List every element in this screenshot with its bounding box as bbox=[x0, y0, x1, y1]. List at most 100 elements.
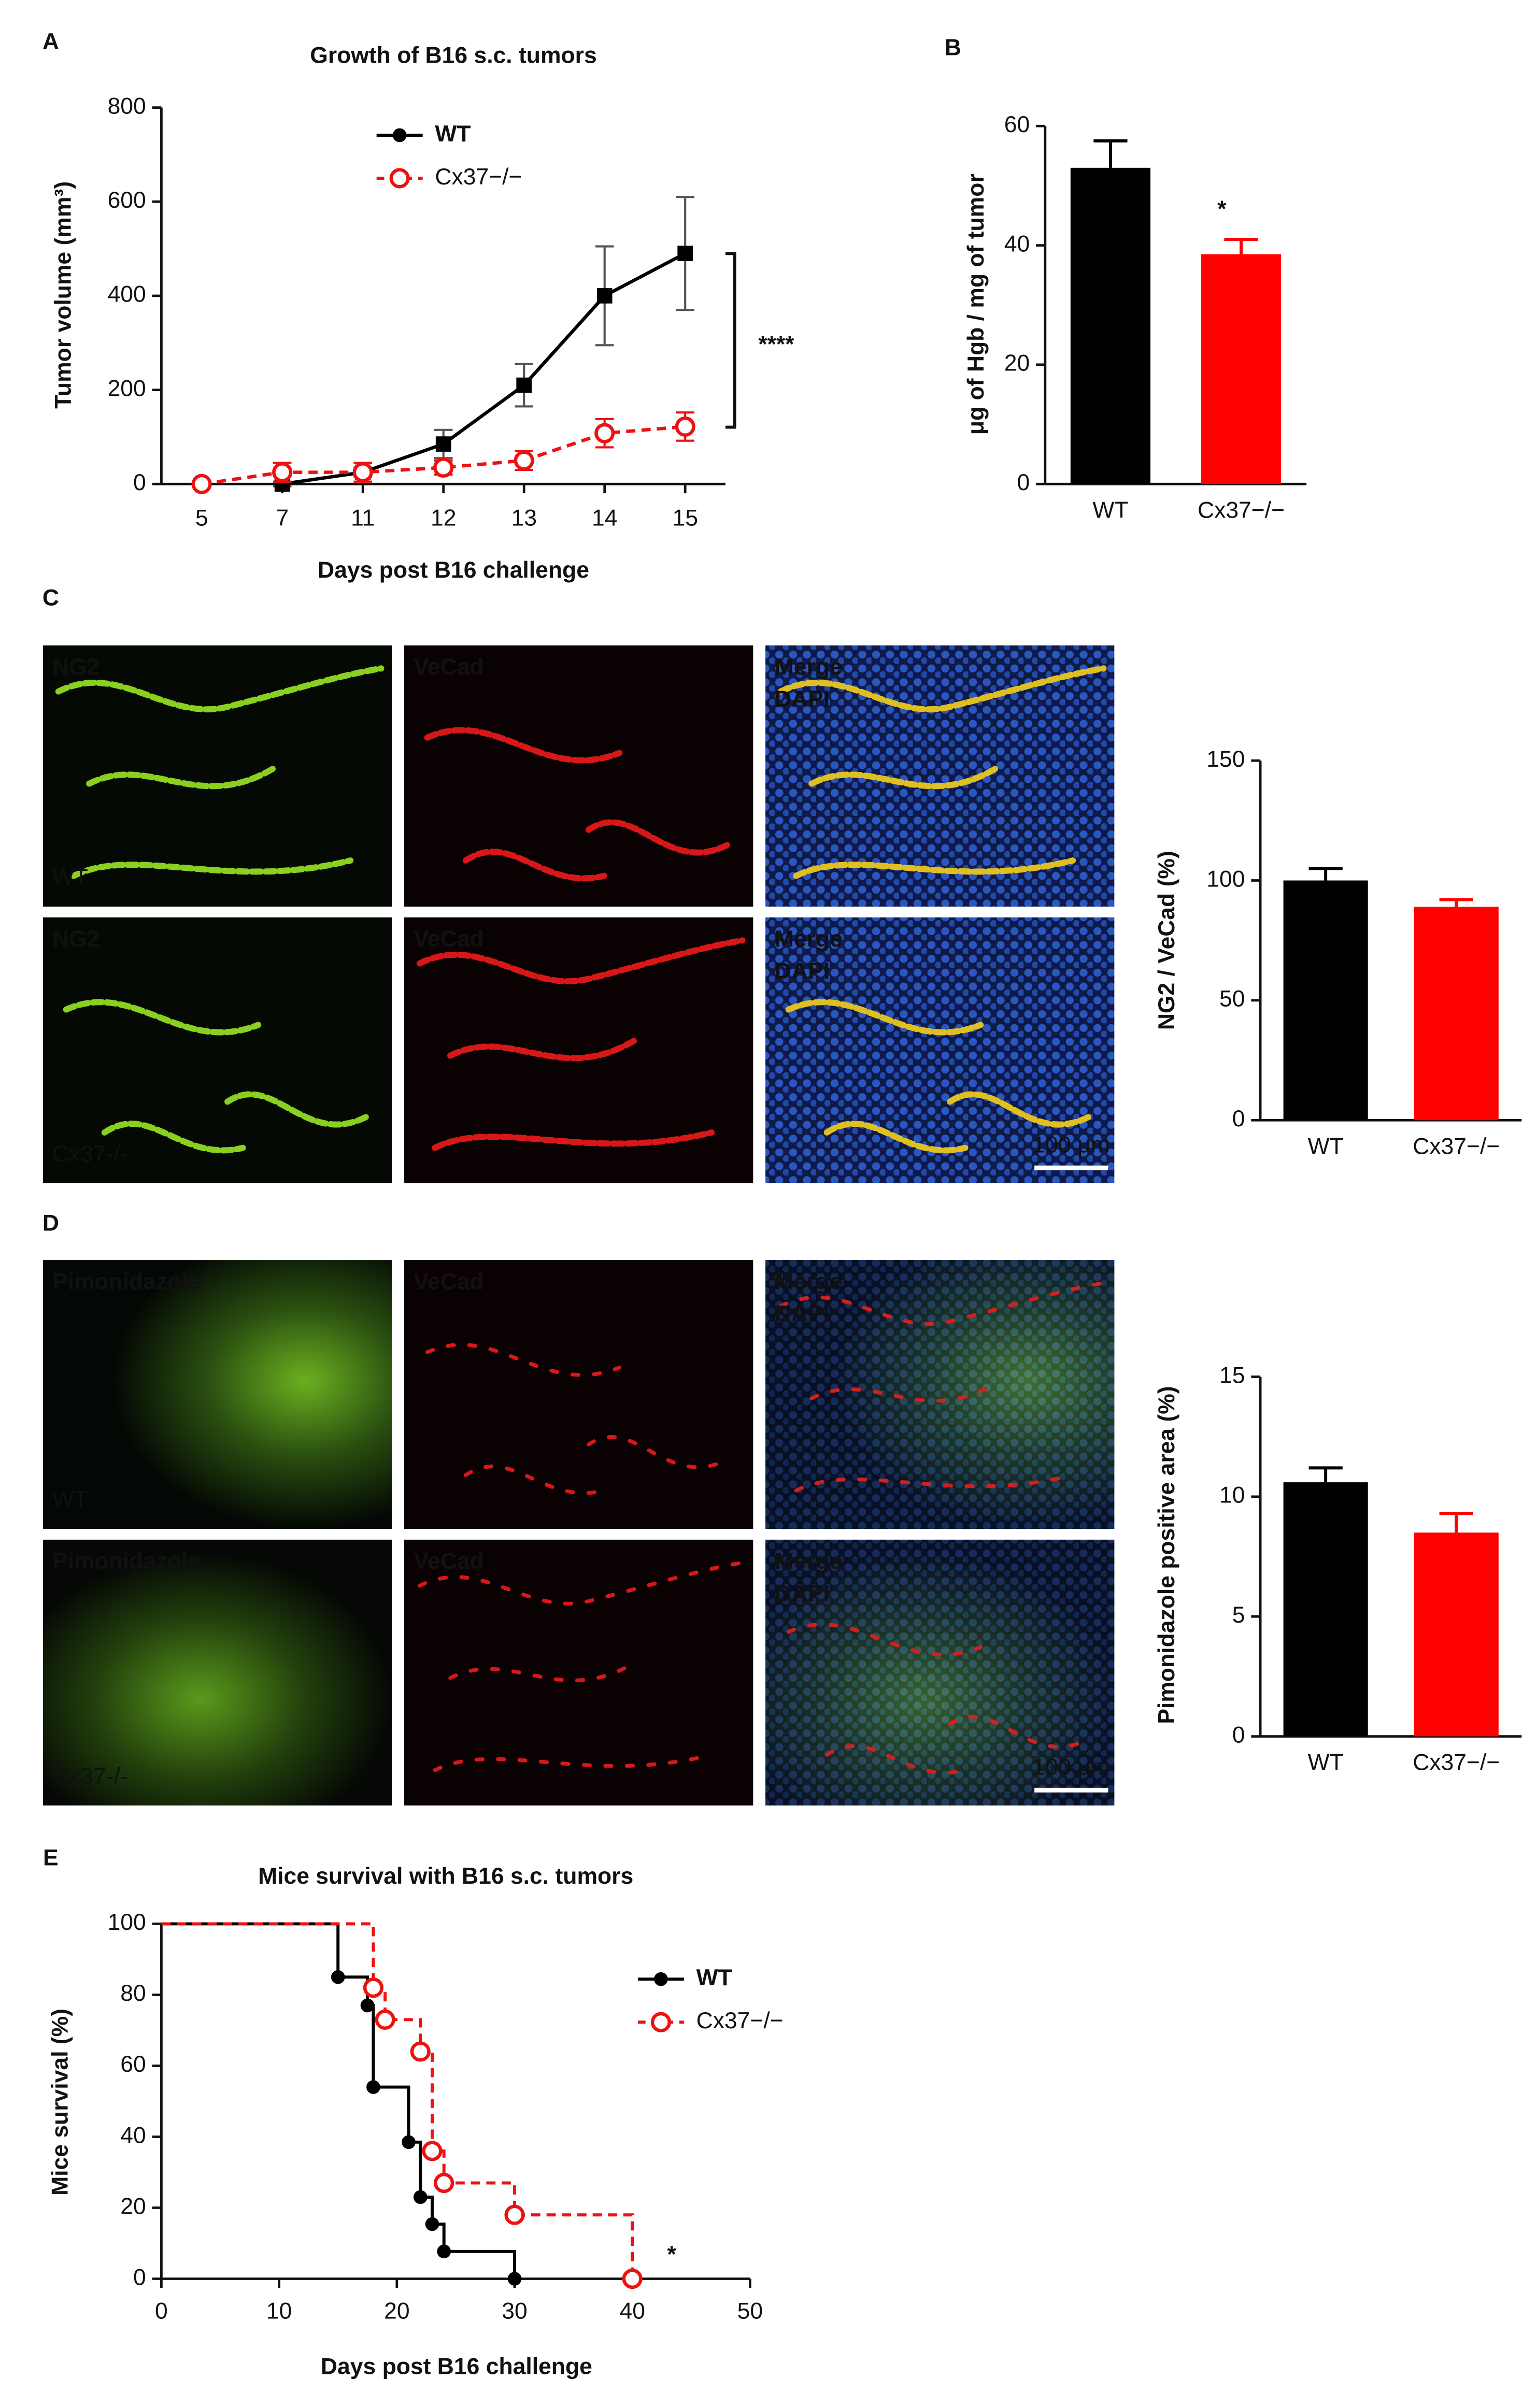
legend-marker bbox=[392, 128, 407, 142]
micrograph bbox=[765, 917, 1115, 1183]
micrograph-label: Merge bbox=[775, 1549, 843, 1574]
y-tick-label: 40 bbox=[120, 2123, 146, 2148]
y-tick-label: 800 bbox=[108, 93, 146, 119]
x-tick-label: 12 bbox=[431, 505, 456, 531]
micrograph bbox=[404, 1260, 753, 1529]
bar bbox=[1283, 1482, 1368, 1737]
vessel bbox=[785, 999, 1091, 1154]
panel-letter: E bbox=[43, 1845, 59, 1871]
micrograph-label: VeCad bbox=[414, 654, 484, 680]
error-bar bbox=[1093, 139, 1128, 168]
y-tick-label: 600 bbox=[108, 188, 146, 213]
legend-marker bbox=[654, 1972, 668, 1986]
x-tick-label: WT bbox=[1092, 497, 1128, 523]
x-tick-label: 15 bbox=[672, 505, 698, 531]
vessel bbox=[777, 665, 1107, 879]
micrograph-label: Pimonidazole bbox=[52, 1269, 201, 1294]
micrograph-label: Merge bbox=[775, 926, 843, 952]
data-point bbox=[402, 2135, 416, 2149]
x-tick-label: 40 bbox=[619, 2299, 645, 2324]
y-tick-label: 50 bbox=[1219, 986, 1245, 1012]
y-axis-label: Mice survival (%) bbox=[47, 2009, 73, 2196]
x-tick-label: WT bbox=[1308, 1750, 1344, 1775]
micrograph-label: Pimonidazole bbox=[52, 1549, 201, 1574]
y-tick-label: 10 bbox=[1219, 1483, 1245, 1508]
data-point bbox=[622, 2268, 643, 2289]
y-tick-label: 0 bbox=[1232, 1106, 1245, 1131]
vessel bbox=[779, 1281, 1106, 1493]
vessel bbox=[416, 937, 746, 1151]
y-axis-label: NG2 / VeCad (%) bbox=[1154, 851, 1179, 1030]
x-tick-label: 11 bbox=[351, 505, 375, 531]
data-point bbox=[375, 2009, 395, 2030]
data-point bbox=[331, 1970, 345, 1984]
sample-label: WT bbox=[52, 865, 88, 890]
y-tick-label: 40 bbox=[1004, 231, 1030, 256]
y-tick-label: 5 bbox=[1232, 1602, 1245, 1628]
x-tick-label: 0 bbox=[155, 2299, 168, 2324]
panel-letter: A bbox=[42, 29, 59, 54]
panel-letter: B bbox=[945, 35, 961, 61]
sample-label: Cx37-/- bbox=[52, 1764, 128, 1789]
data-point bbox=[422, 2141, 443, 2161]
scale-bar-label: 100 μm bbox=[1033, 1132, 1110, 1157]
data-point bbox=[434, 2172, 454, 2194]
y-tick-label: 0 bbox=[1232, 1722, 1245, 1747]
legend-label: WT bbox=[696, 1965, 732, 1990]
x-tick-label: Cx37−/− bbox=[1413, 1750, 1500, 1775]
vessel bbox=[425, 1343, 729, 1495]
y-tick-label: 20 bbox=[120, 2194, 146, 2219]
micrograph-label: Merge bbox=[775, 654, 843, 680]
bar bbox=[1201, 254, 1282, 484]
vessel bbox=[786, 1622, 1090, 1775]
data-point bbox=[352, 462, 373, 483]
x-tick-label: 14 bbox=[592, 505, 617, 531]
x-tick-label: 30 bbox=[502, 2299, 527, 2324]
x-tick-label: 5 bbox=[195, 505, 208, 531]
x-tick-label: 13 bbox=[511, 505, 536, 531]
y-tick-label: 100 bbox=[108, 1910, 146, 1935]
vessel bbox=[63, 999, 369, 1154]
y-tick-label: 15 bbox=[1219, 1363, 1245, 1388]
error-bar bbox=[1308, 1466, 1343, 1483]
sample-label: Cx37-/- bbox=[52, 1141, 128, 1167]
micrograph bbox=[43, 1260, 392, 1529]
micrograph-label: DAPI bbox=[775, 1581, 830, 1606]
micrograph bbox=[404, 1539, 753, 1806]
y-tick-label: 0 bbox=[133, 470, 146, 495]
x-tick-label: 20 bbox=[384, 2299, 409, 2324]
micrograph bbox=[404, 645, 753, 907]
x-tick-label: WT bbox=[1308, 1134, 1344, 1159]
micrograph-label: NG2 bbox=[52, 926, 99, 952]
data-point bbox=[516, 377, 532, 393]
error-bar bbox=[1224, 238, 1258, 254]
annotation: * bbox=[1217, 196, 1227, 222]
data-point bbox=[594, 423, 615, 443]
bar bbox=[1414, 1532, 1499, 1737]
series-line bbox=[282, 252, 686, 486]
y-axis-label: Tumor volume (mm³) bbox=[50, 181, 76, 409]
x-tick-label: 10 bbox=[266, 2299, 292, 2324]
significance-bracket bbox=[725, 252, 736, 429]
y-tick-label: 0 bbox=[133, 2264, 146, 2290]
data-point bbox=[191, 474, 212, 494]
y-tick-label: 60 bbox=[1004, 112, 1030, 137]
data-point bbox=[425, 2217, 439, 2231]
y-tick-label: 100 bbox=[1206, 866, 1245, 892]
data-point bbox=[437, 2244, 451, 2259]
bar bbox=[1070, 167, 1151, 484]
data-point bbox=[410, 2041, 431, 2062]
x-tick-label: Cx37−/− bbox=[1413, 1134, 1500, 1159]
legend-label: Cx37−/− bbox=[435, 164, 522, 190]
legend-marker bbox=[650, 2012, 671, 2032]
data-point bbox=[366, 2080, 380, 2094]
bar bbox=[1414, 907, 1499, 1121]
x-tick-label: 50 bbox=[737, 2299, 763, 2324]
micrograph-overlay bbox=[765, 1539, 1115, 1806]
y-tick-label: 0 bbox=[1017, 470, 1030, 495]
error-bar bbox=[1308, 867, 1343, 881]
micrograph bbox=[43, 1539, 392, 1806]
micrograph-label: VeCad bbox=[414, 1269, 484, 1294]
data-point bbox=[360, 1998, 375, 2013]
